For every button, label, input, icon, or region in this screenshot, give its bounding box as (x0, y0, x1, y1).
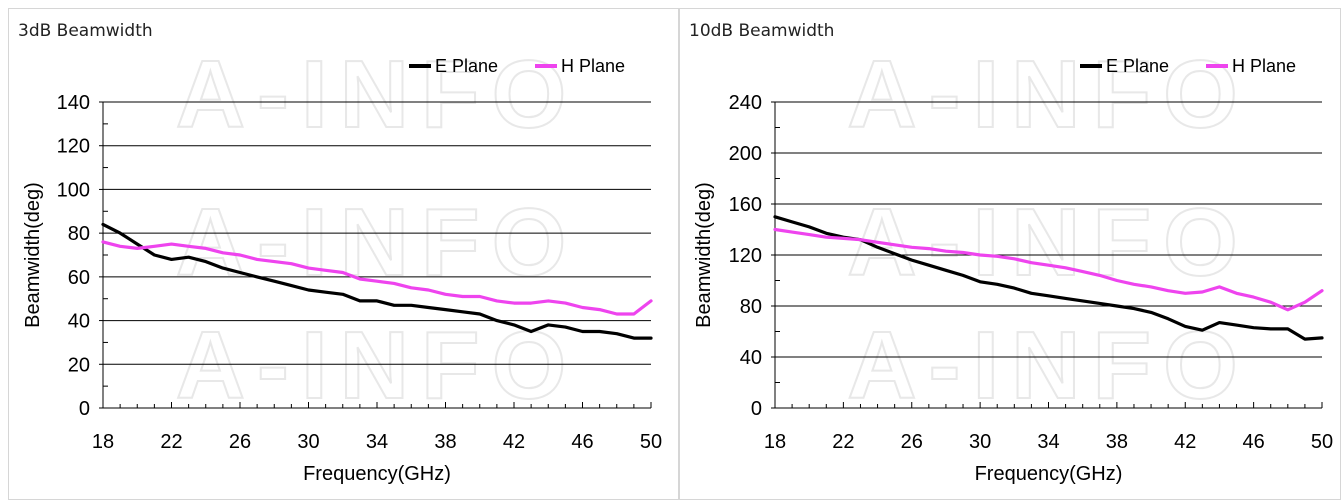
beamwidth-chart-10db: A-INFO A-INFO A-INFO 0 40 80 120 160 200 240 18 22 2… (693, 40, 1333, 485)
x-tick-label: 46 (571, 431, 593, 453)
watermark-text: A-INFO (176, 312, 579, 419)
x-tick-label: 38 (434, 431, 456, 453)
x-tick-label: 30 (297, 431, 319, 453)
x-tick-label: 26 (901, 431, 923, 453)
x-tick-label: 46 (1243, 431, 1265, 453)
x-axis-label: Frequency(GHz) (975, 463, 1123, 485)
x-tick-label: 30 (969, 431, 991, 453)
y-axis-label: Beamwidth(deg) (693, 182, 715, 328)
x-tick-label: 22 (160, 431, 182, 453)
x-tick-label: 34 (1037, 431, 1059, 453)
legend-label: E Plane (1106, 56, 1169, 76)
y-tick-label: 240 (729, 92, 762, 114)
y-tick-label: 80 (740, 296, 762, 318)
x-tick-label: 26 (229, 431, 251, 453)
y-tick-label: 60 (68, 267, 90, 289)
y-tick-label: 0 (751, 398, 762, 420)
y-axis-label: Beamwidth(deg) (22, 182, 44, 328)
y-tick-label: 140 (57, 92, 90, 114)
y-tick-label: 80 (68, 223, 90, 245)
chart-panel-3db: 3dB Beamwidth A-INFO A-INFO A-INFO 0 20 40 60 8… (8, 8, 679, 500)
series-line-e-plane (773, 215, 1324, 341)
series-line-e-plane (101, 222, 653, 340)
x-tick-label: 22 (832, 431, 854, 453)
y-tick-label: 200 (729, 143, 762, 165)
x-axis-label: Frequency(GHz) (303, 463, 451, 485)
panel-title: 10dB Beamwidth (689, 21, 835, 41)
legend-label: E Plane (435, 56, 498, 76)
x-tick-label: 42 (1174, 431, 1196, 453)
y-tick-label: 100 (57, 179, 90, 201)
y-tick-label: 40 (68, 311, 90, 333)
series-line-h-plane (101, 240, 653, 316)
legend-label: H Plane (561, 56, 625, 76)
x-tick-label: 50 (640, 431, 662, 453)
y-tick-label: 40 (740, 347, 762, 369)
x-tick-label: 50 (1311, 431, 1333, 453)
x-tick-label: 42 (503, 431, 525, 453)
y-tick-label: 0 (79, 398, 90, 420)
y-tick-label: 120 (729, 245, 762, 267)
legend-label: H Plane (1232, 56, 1296, 76)
series-line-h-plane (773, 227, 1324, 312)
y-tick-label: 160 (729, 194, 762, 216)
y-tick-label: 20 (68, 354, 90, 376)
watermark-text: A-INFO (847, 189, 1250, 296)
x-tick-label: 18 (764, 431, 786, 453)
x-tick-label: 38 (1106, 431, 1128, 453)
watermark-text: A-INFO (847, 312, 1250, 419)
panel-title: 3dB Beamwidth (18, 21, 153, 41)
chart-panel-10db: 10dB Beamwidth A-INFO A-INFO A-INFO 0 40 80 12… (679, 8, 1341, 500)
x-tick-label: 18 (92, 431, 114, 453)
watermark-text: A-INFO (176, 41, 579, 148)
watermark-text: A-INFO (847, 41, 1250, 148)
y-tick-label: 120 (57, 136, 90, 158)
x-tick-label: 34 (366, 431, 388, 453)
